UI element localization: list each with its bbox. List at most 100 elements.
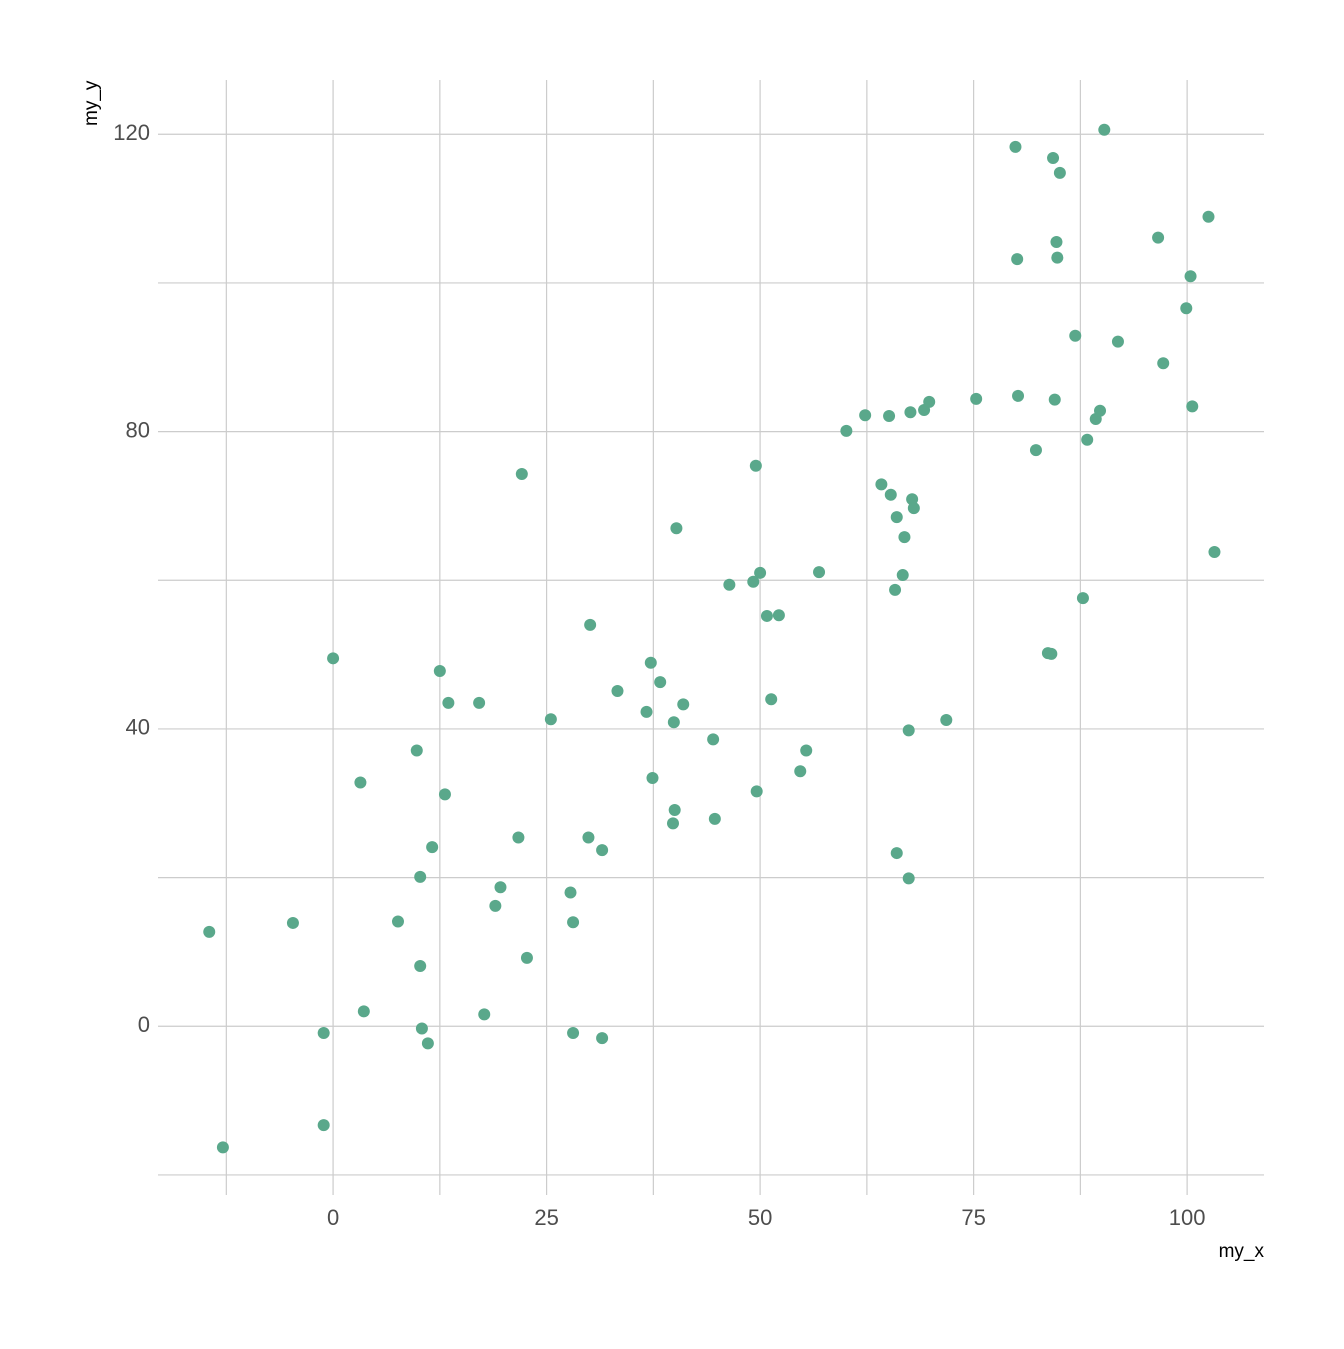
point <box>1081 433 1094 446</box>
point <box>596 844 609 857</box>
point <box>1045 647 1058 660</box>
point <box>902 724 915 737</box>
point <box>596 1032 609 1045</box>
x-axis-label: my_x <box>1219 1241 1265 1262</box>
point <box>794 765 807 778</box>
point <box>667 716 680 729</box>
point <box>1029 444 1042 457</box>
point <box>391 915 404 928</box>
point <box>1076 592 1089 605</box>
point <box>708 812 721 825</box>
point <box>890 847 903 860</box>
point <box>644 656 657 669</box>
point <box>906 493 919 506</box>
y-tick-label: 120 <box>113 120 150 145</box>
point <box>442 696 455 709</box>
point <box>760 609 773 622</box>
y-axis-label: my_y <box>81 80 102 126</box>
point <box>1009 140 1022 153</box>
point <box>327 652 340 665</box>
point <box>1048 393 1061 406</box>
point <box>515 467 528 480</box>
point <box>567 916 580 929</box>
point <box>414 870 427 883</box>
point <box>494 881 507 894</box>
point <box>1069 329 1082 342</box>
x-tick-label: 0 <box>327 1205 339 1230</box>
point <box>1180 302 1193 315</box>
point <box>1208 546 1221 559</box>
point <box>414 960 427 973</box>
point <box>654 676 667 689</box>
point <box>1202 210 1215 223</box>
point <box>582 831 595 844</box>
point <box>1094 404 1107 417</box>
point <box>904 406 917 419</box>
x-tick-label: 25 <box>534 1205 558 1230</box>
point <box>433 664 446 677</box>
point <box>640 705 653 718</box>
point <box>1186 400 1199 413</box>
point <box>765 693 778 706</box>
point <box>707 733 720 746</box>
point <box>489 899 502 912</box>
point <box>473 696 486 709</box>
point <box>902 872 915 885</box>
point <box>772 609 785 622</box>
point <box>883 409 896 422</box>
point <box>750 785 763 798</box>
point <box>646 771 659 784</box>
point <box>354 776 367 789</box>
point <box>875 478 888 491</box>
point <box>478 1008 491 1021</box>
y-tick-label: 80 <box>126 417 150 442</box>
point <box>890 511 903 524</box>
point <box>840 424 853 437</box>
x-tick-label: 100 <box>1169 1205 1206 1230</box>
point <box>567 1026 580 1039</box>
point <box>666 817 679 830</box>
point <box>970 392 983 405</box>
point <box>940 714 953 727</box>
point <box>749 459 762 472</box>
point <box>357 1005 370 1018</box>
point <box>317 1026 330 1039</box>
point <box>800 744 813 757</box>
point <box>512 831 525 844</box>
point <box>859 409 872 422</box>
point <box>1098 123 1111 136</box>
point <box>1157 357 1170 370</box>
point <box>520 951 533 964</box>
point <box>1012 389 1025 402</box>
point <box>564 886 577 899</box>
x-tick-label: 50 <box>748 1205 772 1230</box>
y-tick-label: 40 <box>126 715 150 740</box>
x-tick-label: 75 <box>961 1205 985 1230</box>
point <box>1053 166 1066 179</box>
point <box>896 569 909 582</box>
point <box>1011 253 1024 266</box>
point <box>438 788 451 801</box>
point <box>677 698 690 711</box>
point <box>723 578 736 591</box>
point <box>421 1037 434 1050</box>
point <box>203 925 216 938</box>
point <box>898 531 911 544</box>
point <box>1184 270 1197 283</box>
point <box>889 583 902 596</box>
y-tick-label: 0 <box>138 1012 150 1037</box>
point <box>923 395 936 408</box>
point <box>1111 335 1124 348</box>
point <box>286 916 299 929</box>
point <box>754 566 767 579</box>
point <box>670 522 683 535</box>
point <box>216 1141 229 1154</box>
point <box>415 1022 428 1035</box>
point <box>668 803 681 816</box>
point <box>1047 152 1060 165</box>
point <box>410 744 423 757</box>
point <box>426 841 439 854</box>
point <box>317 1119 330 1132</box>
point <box>747 575 760 588</box>
